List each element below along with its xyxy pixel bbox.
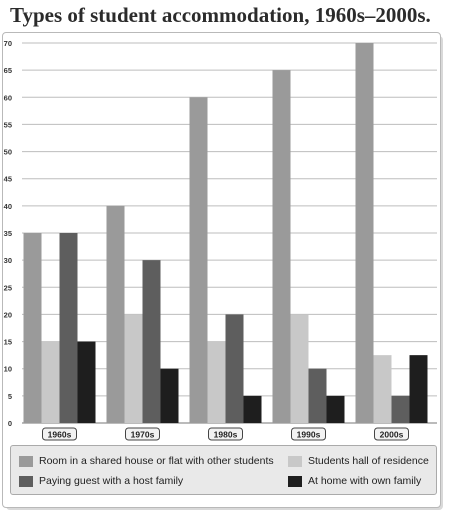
legend-item-shared-house: Room in a shared house or flat with othe…: [19, 455, 274, 467]
y-tick-label: 20: [4, 310, 12, 319]
y-tick-label: 0: [8, 419, 12, 428]
y-tick-label: 60: [4, 93, 12, 102]
y-tick-label: 25: [4, 283, 12, 292]
y-tick-label: 40: [4, 202, 12, 211]
y-tick-label: 5: [8, 392, 12, 401]
y-tick-label: 45: [4, 175, 12, 184]
bar-1960s-series-3: [77, 341, 96, 423]
x-tick-label: 1980s: [214, 430, 238, 440]
bar-1970s-series-3: [160, 368, 179, 423]
bar-2000s-series-0: [355, 43, 374, 423]
bar-1970s-series-1: [124, 314, 143, 423]
legend-swatch-paying-guest: [19, 475, 33, 487]
y-tick-label: 15: [4, 338, 12, 347]
bar-2000s-series-3: [409, 355, 428, 423]
chart-title: Types of student accommodation, 1960s–20…: [10, 3, 431, 27]
x-tick-label: 2000s: [380, 430, 404, 440]
bar-2000s-series-2: [391, 395, 410, 423]
legend: Room in a shared house or flat with othe…: [10, 445, 437, 495]
legend-label-at-home: At home with own family: [308, 475, 422, 487]
y-tick-label: 50: [4, 148, 12, 157]
bar-1990s-series-3: [326, 395, 345, 423]
bar-1970s-series-2: [142, 260, 161, 423]
x-tick-label-box: [291, 427, 326, 441]
x-tick-label: 1990s: [297, 430, 321, 440]
y-tick-label: 30: [4, 256, 12, 265]
legend-label-shared-house: Room in a shared house or flat with othe…: [39, 455, 274, 467]
x-tick-label-box: [42, 427, 77, 441]
x-tick-label: 1960s: [48, 430, 72, 440]
bar-1960s-series-0: [23, 233, 42, 423]
x-tick-label-box: [208, 427, 243, 441]
legend-swatch-shared-house: [19, 455, 33, 467]
bar-1970s-series-0: [106, 205, 125, 423]
bar-1980s-series-3: [243, 395, 262, 423]
legend-item-paying-guest: Paying guest with a host family: [19, 475, 183, 487]
legend-swatch-at-home: [288, 475, 302, 487]
bar-1980s-series-1: [207, 341, 226, 423]
x-tick-label: 1970s: [131, 430, 155, 440]
legend-label-hall-of-residence: Students hall of residence: [308, 455, 429, 467]
bar-1980s-series-2: [225, 314, 244, 423]
y-tick-label: 70: [4, 39, 12, 48]
y-tick-label: 55: [4, 120, 12, 129]
y-tick-label: 10: [4, 365, 12, 374]
bar-1990s-series-0: [272, 70, 291, 424]
bar-1960s-series-2: [59, 233, 78, 423]
legend-label-paying-guest: Paying guest with a host family: [39, 475, 184, 487]
y-tick-label: 65: [4, 66, 12, 75]
legend-item-at-home: At home with own family: [288, 475, 421, 487]
x-tick-label-box: [125, 427, 160, 441]
y-tick-label: 35: [4, 229, 12, 238]
bar-1960s-series-1: [41, 341, 60, 423]
bar-1990s-series-1: [290, 314, 309, 423]
bar-1980s-series-0: [189, 97, 208, 424]
bar-2000s-series-1: [373, 355, 392, 423]
x-tick-label-box: [374, 427, 409, 441]
bar-1990s-series-2: [308, 368, 327, 423]
legend-item-hall-of-residence: Students hall of residence: [288, 455, 429, 467]
legend-swatch-hall-of-residence: [288, 455, 302, 467]
